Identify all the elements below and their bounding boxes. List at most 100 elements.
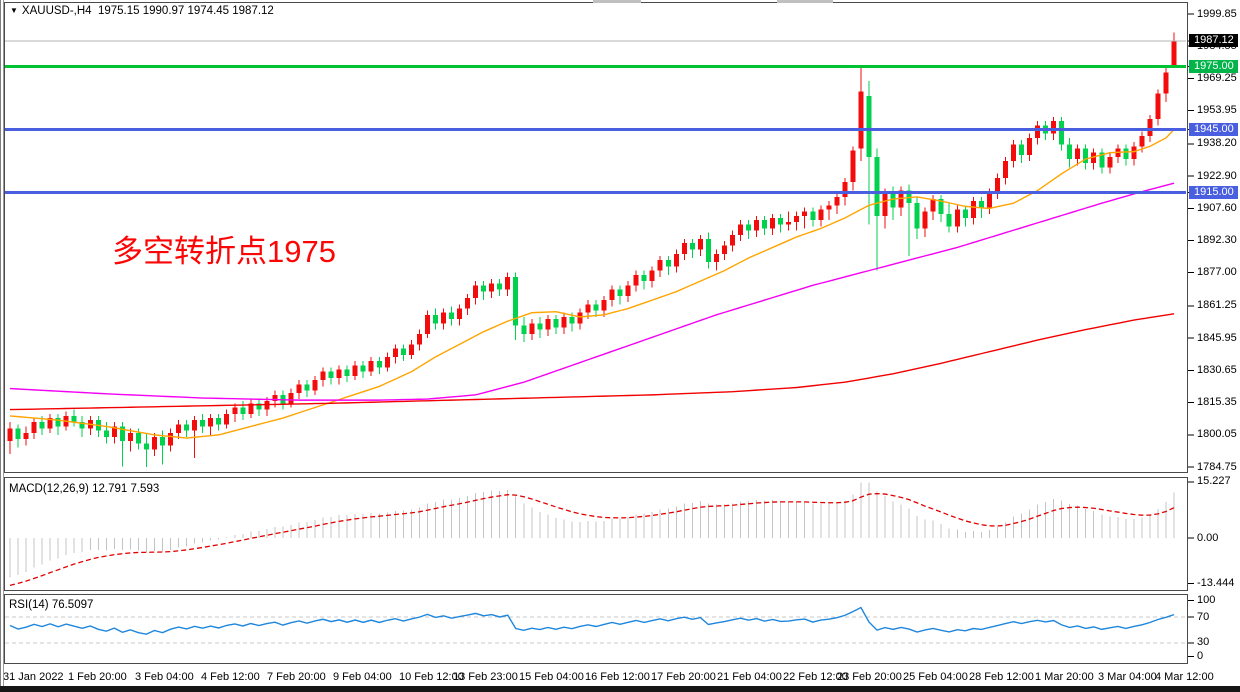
candle — [970, 201, 976, 218]
candle — [312, 380, 318, 391]
candle — [1067, 144, 1073, 159]
candle — [826, 205, 832, 210]
candle — [15, 428, 21, 440]
candle — [818, 209, 824, 221]
time-axis-label: 17 Feb 20:00 — [651, 671, 716, 683]
candle — [954, 209, 960, 227]
candle — [71, 415, 77, 423]
candle — [168, 432, 174, 446]
candle — [657, 260, 663, 271]
candle — [810, 211, 816, 221]
candle — [866, 95, 872, 157]
price-axis-label: 1999.85 — [1197, 7, 1237, 20]
price-badge-1945.00: 1945.00 — [1189, 123, 1238, 136]
candle — [368, 361, 374, 372]
candle — [1002, 161, 1008, 178]
candle — [842, 182, 848, 197]
candle — [176, 424, 182, 433]
candle — [705, 239, 711, 263]
rsi-pane[interactable] — [4, 594, 1188, 664]
candle — [794, 215, 800, 223]
window-bottom-edge — [0, 686, 1240, 692]
rsi-line — [9, 606, 1175, 635]
candle — [641, 274, 647, 282]
macd-layer — [9, 482, 1175, 587]
time-axis-label: 13 Feb 23:00 — [453, 671, 518, 683]
macd-signal-line — [9, 492, 1175, 587]
candle — [569, 316, 575, 324]
candle — [625, 285, 631, 296]
price-axis-label: 1969.25 — [1197, 71, 1237, 84]
window-top-fragment — [777, 0, 833, 3]
time-axis-label: 28 Feb 12:00 — [969, 671, 1034, 683]
candle — [280, 394, 286, 404]
candle — [786, 222, 792, 225]
candle — [457, 308, 463, 320]
candle — [232, 407, 238, 414]
price-badge-1987.12: 1987.12 — [1189, 34, 1238, 48]
candle — [296, 384, 302, 393]
candle — [1131, 146, 1137, 159]
rsi-scale-label: 70 — [1197, 610, 1210, 623]
candle — [432, 314, 438, 324]
candle — [127, 432, 133, 442]
candle — [553, 319, 559, 328]
time-axis-label: 4 Mar 12:00 — [1155, 671, 1214, 683]
candle — [264, 401, 270, 410]
price-axis-label: 1907.60 — [1197, 201, 1237, 214]
candle — [858, 91, 864, 149]
candle — [673, 253, 679, 267]
candle — [47, 418, 53, 429]
macd-scale-label: -13.444 — [1197, 577, 1235, 589]
rsi-scale-label: 0 — [1197, 650, 1204, 662]
candle — [577, 312, 583, 324]
macd-indicator-label: MACD(12,26,9) 12.791 7.593 — [9, 483, 160, 495]
price-axis-label: 1877.00 — [1197, 266, 1237, 279]
candle — [7, 428, 13, 442]
horizontal-lines — [5, 40, 1186, 195]
candle — [778, 217, 784, 225]
candle — [986, 192, 992, 208]
time-axis-label: 7 Feb 20:00 — [267, 671, 326, 683]
candle — [617, 289, 623, 296]
candle — [360, 365, 366, 372]
candle — [352, 365, 358, 376]
candle — [376, 361, 382, 368]
candle — [1139, 135, 1145, 147]
dropdown-icon[interactable]: ▼ — [10, 6, 18, 15]
candle — [609, 289, 615, 301]
candle — [697, 239, 703, 250]
candle — [649, 270, 655, 282]
candle — [738, 224, 744, 235]
candle — [930, 199, 936, 212]
price-badge-1915.00: 1915.00 — [1189, 186, 1238, 200]
price-axis-label: 1800.05 — [1197, 428, 1237, 441]
rsi-layer — [5, 606, 1186, 644]
candle — [994, 177, 1000, 193]
candle — [1027, 137, 1033, 155]
candle — [200, 420, 206, 427]
candle — [681, 243, 687, 254]
candle — [874, 156, 880, 216]
time-axis-label: 23 Feb 20:00 — [837, 671, 902, 683]
time-axis-label: 1 Mar 20:00 — [1035, 671, 1094, 683]
candle — [1010, 144, 1016, 162]
candle — [55, 418, 61, 427]
rsi-scale-label: 30 — [1197, 636, 1210, 649]
candle — [1091, 152, 1097, 164]
time-axis-label: 10 Feb 12:00 — [399, 671, 464, 683]
candle — [39, 422, 45, 429]
candle — [304, 384, 310, 391]
price-axis-label: 1845.95 — [1197, 331, 1237, 344]
candle — [1123, 148, 1129, 159]
candle — [135, 432, 141, 444]
candle — [729, 234, 735, 246]
symbol-period-label: XAUUSD-,H4 — [21, 5, 92, 17]
candle — [320, 371, 326, 381]
macd-scale-label: 0.00 — [1197, 531, 1219, 544]
candle — [914, 203, 920, 229]
candle — [288, 392, 294, 404]
candle — [408, 344, 414, 355]
